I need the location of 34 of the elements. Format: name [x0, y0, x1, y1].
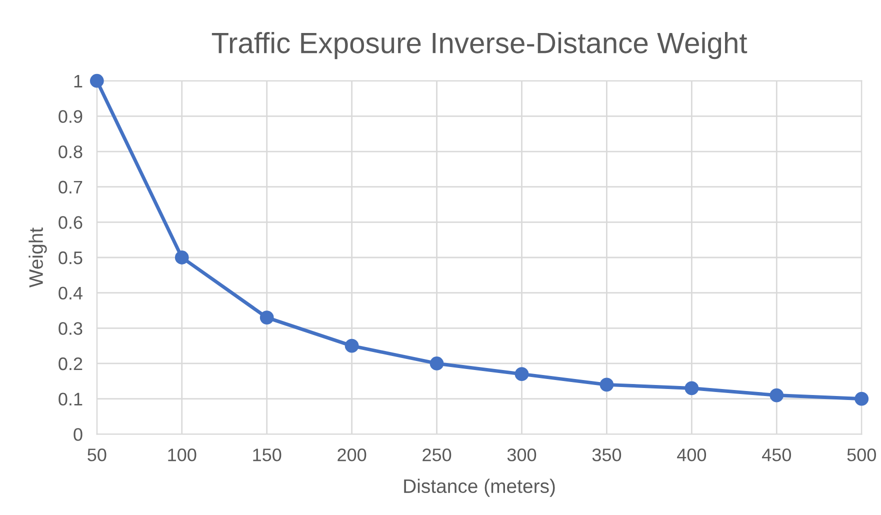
- x-tick-label: 350: [592, 448, 622, 462]
- point: [430, 356, 444, 370]
- y-tick-label: 0.8: [58, 145, 82, 158]
- point: [260, 310, 274, 325]
- y-axis-title: Weight: [28, 228, 47, 288]
- y-tick-label: 0.4: [58, 286, 82, 300]
- y-tick-label: 0.3: [58, 322, 82, 335]
- y-tick-label: 0.6: [58, 216, 82, 229]
- x-tick-label: 450: [762, 448, 792, 462]
- chart-title: Traffic Exposure Inverse-Distance Weight: [212, 32, 748, 60]
- point: [344, 338, 359, 353]
- point: [174, 250, 189, 264]
- point: [684, 381, 699, 396]
- x-axis-title: Distance (meters): [404, 478, 555, 497]
- y-tick-label: 0: [74, 428, 82, 441]
- point: [514, 367, 529, 382]
- x-tick-label: 500: [847, 448, 876, 462]
- y-tick-label: 0.1: [58, 392, 82, 406]
- x-tick-label: 100: [168, 448, 196, 462]
- point: [600, 378, 614, 392]
- point: [90, 74, 104, 88]
- x-tick-label: 250: [422, 448, 452, 462]
- point: [770, 388, 784, 402]
- y-tick-label: 0.7: [58, 180, 82, 194]
- x-tick-label: 300: [507, 448, 536, 462]
- y-tick-label: 0.5: [58, 251, 82, 264]
- x-tick-label: 50: [88, 448, 106, 462]
- x-tick-label: 400: [677, 448, 706, 462]
- x-tick-label: 150: [253, 448, 282, 462]
- x-tick-label: 200: [338, 448, 366, 462]
- y-tick-label: 0.2: [58, 357, 82, 370]
- y-tick-label: 1: [74, 74, 82, 88]
- point: [854, 392, 869, 406]
- y-tick-label: 0.9: [58, 110, 82, 123]
